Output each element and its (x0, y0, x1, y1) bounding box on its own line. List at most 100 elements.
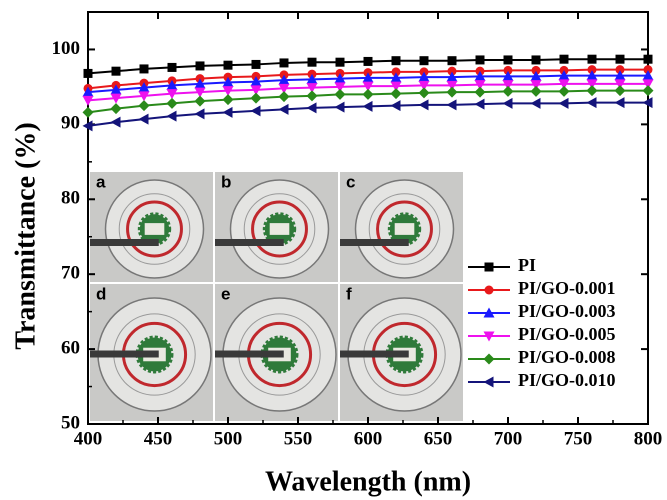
seal-inner (243, 193, 316, 265)
marker (447, 56, 457, 66)
legend-marker (483, 331, 495, 342)
marker (194, 87, 206, 98)
legend-marker (484, 262, 494, 272)
marker (475, 55, 485, 65)
inset-photo: c (340, 172, 463, 282)
tweezers (90, 239, 159, 246)
marker (614, 79, 626, 90)
marker (362, 81, 374, 92)
seal-inner (368, 193, 441, 265)
marker (503, 55, 513, 65)
marker (390, 81, 402, 92)
marker (166, 79, 178, 90)
marker (587, 65, 597, 75)
marker (530, 80, 542, 91)
marker (502, 70, 514, 81)
marker (615, 65, 625, 75)
marker (614, 70, 626, 81)
marker (250, 92, 262, 104)
marker (642, 70, 654, 81)
marker (166, 97, 178, 109)
y-tick-label: 80 (61, 188, 80, 209)
marker (138, 100, 150, 112)
inset-photo: a (90, 172, 213, 282)
marker (195, 61, 205, 71)
x-tick-label: 550 (284, 428, 313, 449)
marker (335, 57, 345, 67)
marker (194, 108, 205, 120)
legend-text: PI/GO-0.003 (518, 301, 616, 321)
legend-text: PI/GO-0.001 (518, 278, 616, 298)
y-tick-label: 70 (61, 263, 80, 284)
marker (363, 56, 373, 66)
marker (418, 99, 429, 111)
marker (419, 56, 429, 66)
tweezers (340, 350, 409, 358)
marker (110, 116, 121, 128)
legend-marker (483, 307, 495, 318)
marker (222, 94, 234, 106)
marker (334, 82, 346, 93)
marker (559, 54, 569, 64)
marker (166, 110, 177, 122)
marker (643, 65, 653, 75)
marker (642, 97, 653, 109)
marker (614, 97, 625, 109)
seal-flower (126, 200, 183, 258)
marker (194, 78, 206, 89)
marker (390, 100, 401, 112)
y-tick-label: 90 (61, 113, 80, 134)
x-tick-label: 650 (424, 428, 453, 449)
marker (558, 79, 570, 90)
x-tick-label: 700 (494, 428, 523, 449)
marker (446, 71, 458, 82)
x-axis-title: Wavelength (nm) (265, 466, 471, 497)
marker (642, 79, 654, 90)
marker (502, 85, 514, 97)
marker (251, 59, 261, 69)
marker (615, 54, 625, 64)
marker (362, 88, 374, 100)
marker (362, 100, 373, 112)
marker (278, 91, 290, 103)
inset-label: c (346, 172, 355, 191)
marker (474, 86, 486, 98)
marker (82, 95, 94, 106)
marker (194, 95, 206, 107)
marker (530, 70, 542, 81)
marker (530, 85, 542, 97)
seal-flower (251, 200, 308, 258)
marker (530, 97, 541, 109)
marker (446, 99, 457, 111)
x-tick-label: 750 (564, 428, 593, 449)
marker (138, 82, 150, 93)
seal-inner (118, 193, 191, 265)
seal-center (144, 223, 165, 235)
marker (390, 72, 402, 83)
marker (531, 55, 541, 65)
marker (474, 70, 486, 81)
legend-text: PI (518, 255, 536, 275)
marker (362, 72, 374, 83)
marker (222, 76, 234, 87)
marker (502, 97, 513, 109)
y-axis-title: Transmittance (%) (10, 122, 41, 349)
seal-center (394, 223, 415, 235)
marker (306, 73, 318, 84)
x-tick-label: 400 (74, 428, 103, 449)
marker (83, 68, 93, 78)
marker (587, 54, 597, 64)
marker (222, 106, 233, 118)
marker (643, 54, 653, 64)
legend-text: PI/GO-0.008 (518, 347, 616, 367)
marker (531, 65, 541, 75)
x-tick-label: 600 (354, 428, 383, 449)
inset-photo: f (340, 284, 463, 421)
marker (391, 56, 401, 66)
tweezers (340, 239, 409, 246)
x-tick-label: 500 (214, 428, 243, 449)
marker (614, 85, 626, 97)
marker (223, 60, 233, 70)
y-tick-label: 50 (61, 412, 80, 433)
marker (138, 91, 150, 102)
